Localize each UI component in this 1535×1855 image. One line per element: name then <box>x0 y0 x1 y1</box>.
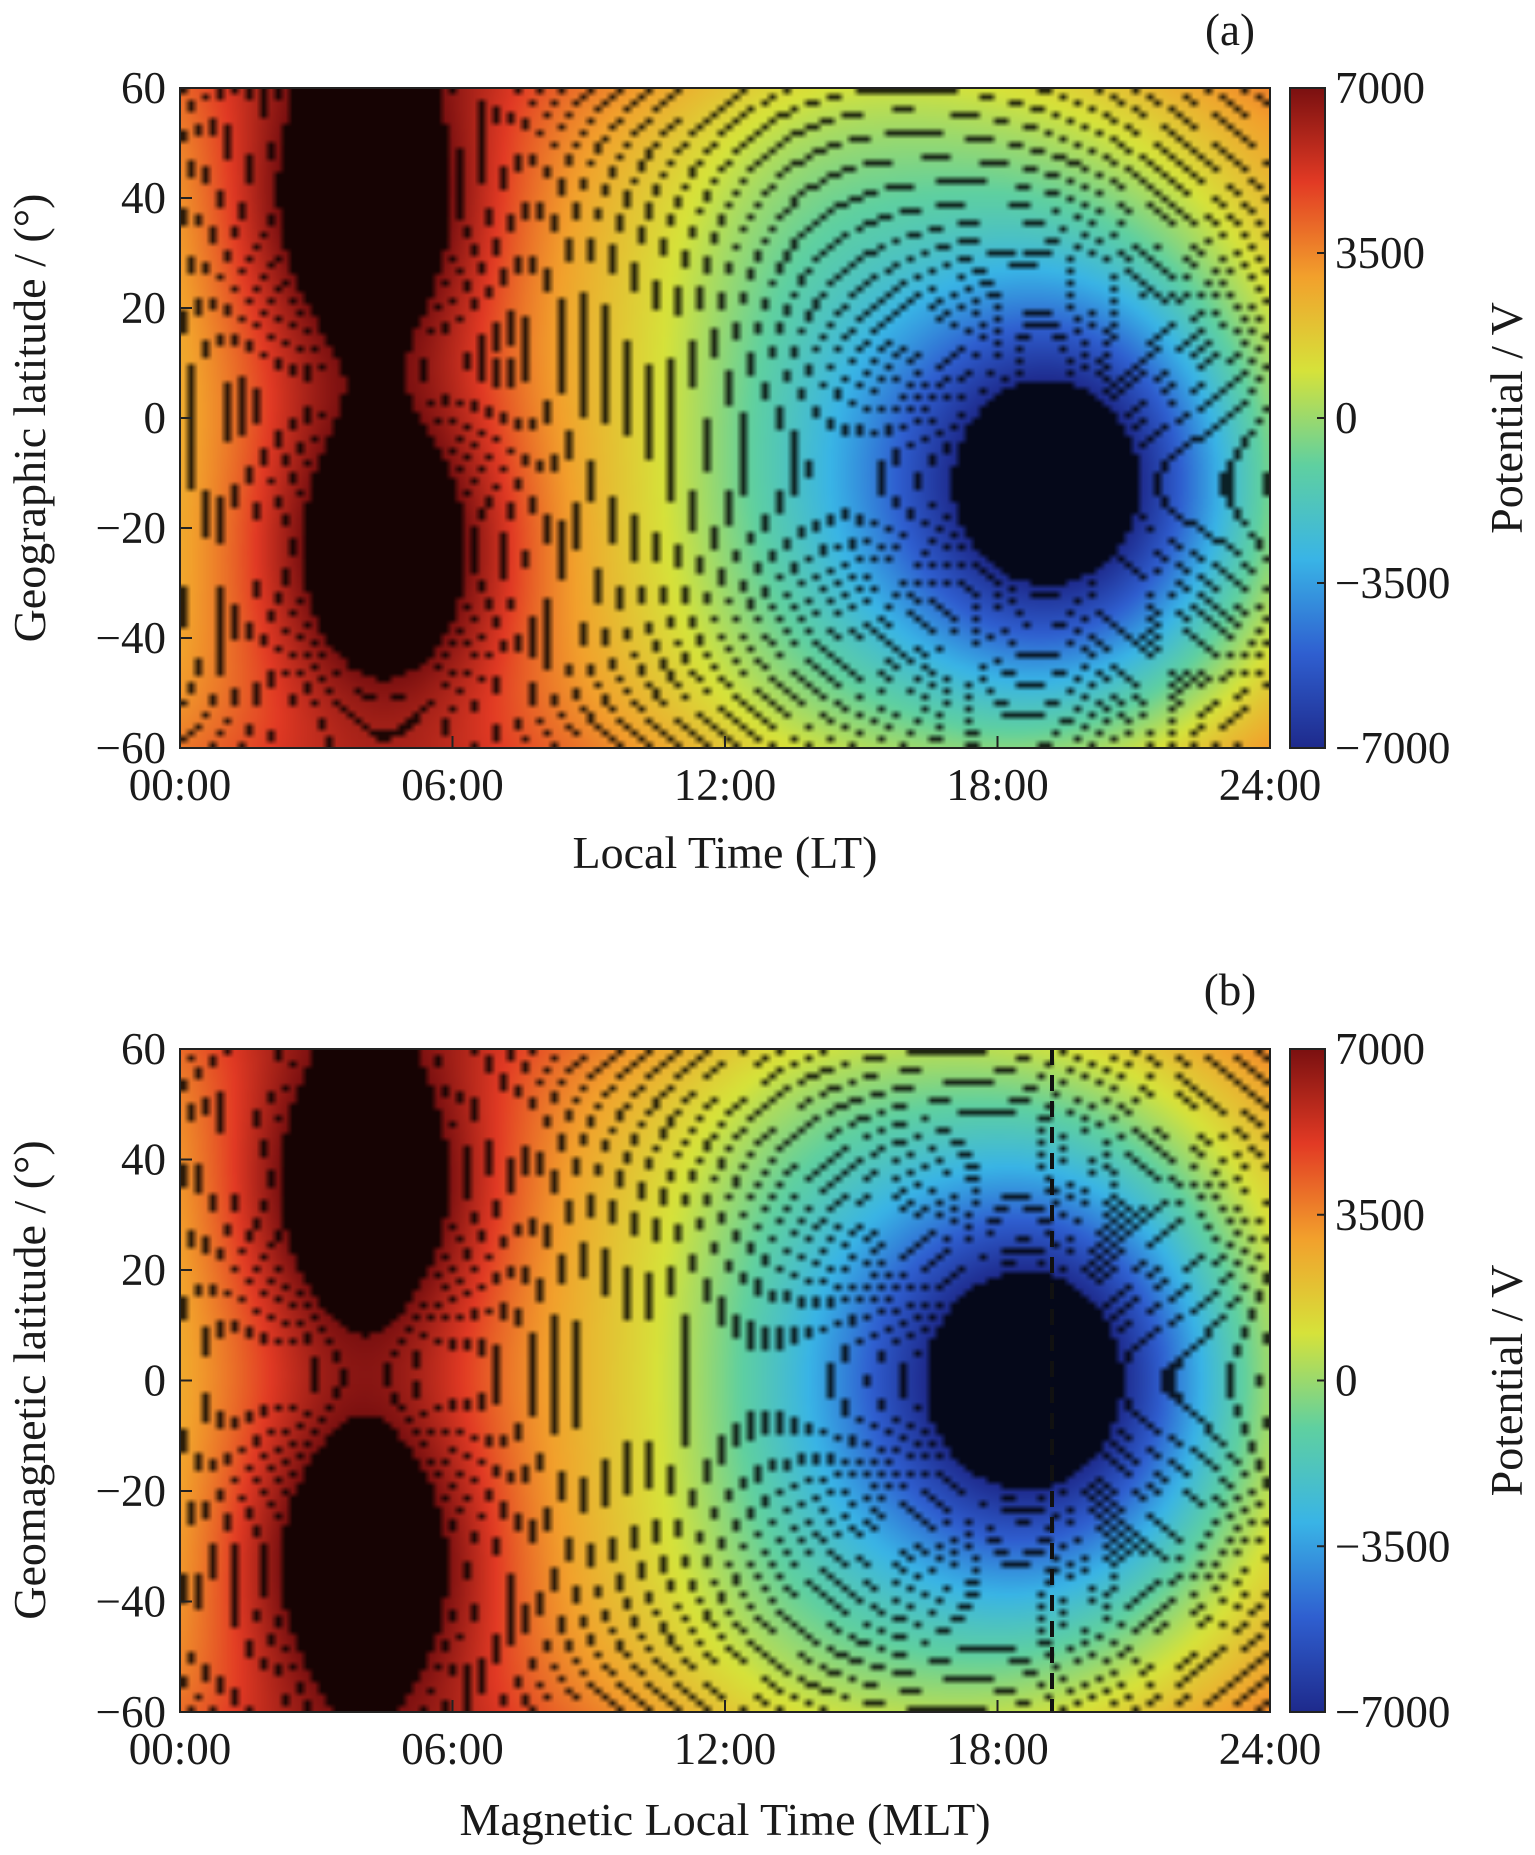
potential-map <box>180 88 1270 748</box>
panel-label: (b) <box>1204 965 1256 1015</box>
colorbar-tick-label: 3500 <box>1335 1190 1425 1240</box>
x-tick-label: 24:00 <box>1219 760 1322 810</box>
colorbar-tick-label: 7000 <box>1335 1024 1425 1074</box>
colorbar-tick-label: −3500 <box>1335 558 1450 608</box>
y-tick-label: 0 <box>144 1356 167 1406</box>
y-tick-label: −60 <box>96 723 166 773</box>
y-tick-label: 0 <box>144 393 167 443</box>
potential-map <box>180 1049 1270 1712</box>
y-tick-label: −40 <box>96 1577 166 1627</box>
x-axis-label: Magnetic Local Time (MLT) <box>459 1794 990 1845</box>
y-tick-label: −40 <box>96 613 166 663</box>
y-axis-label: Geomagnetic latitude / (°) <box>4 1140 55 1620</box>
x-tick-label: 12:00 <box>674 1724 777 1774</box>
colorbar-label: Potential / V <box>1481 1265 1532 1497</box>
y-tick-label: 60 <box>121 1024 166 1074</box>
x-tick-label: 00:00 <box>129 760 232 810</box>
x-tick-label: 00:00 <box>129 1724 232 1774</box>
y-tick-label: 20 <box>121 283 166 333</box>
x-tick-label: 06:00 <box>401 1724 504 1774</box>
colorbar-tick-label: −3500 <box>1335 1521 1450 1571</box>
colorbar-tick-label: 0 <box>1335 1356 1358 1406</box>
x-tick-label: 18:00 <box>946 760 1049 810</box>
colorbar-tick-label: 0 <box>1335 393 1358 443</box>
y-tick-label: −20 <box>96 1466 166 1516</box>
y-axis-label: Geographic latitude / (°) <box>4 194 55 643</box>
x-axis-label: Local Time (LT) <box>573 827 878 878</box>
y-tick-label: 60 <box>121 63 166 113</box>
panel-label: (a) <box>1205 5 1255 55</box>
panel-a: 00:00 06:00 12:00 18:00 24:00 60 40 20 0 −20 −40 −6… <box>4 5 1532 878</box>
y-tick-label: 40 <box>121 1135 166 1185</box>
y-tick-label: −60 <box>96 1687 166 1737</box>
y-tick-label: 20 <box>121 1245 166 1295</box>
colorbar-tick-label: −7000 <box>1335 1687 1450 1737</box>
colorbar-tick-label: −7000 <box>1335 723 1450 773</box>
colorbar-label: Potential / V <box>1481 302 1532 534</box>
x-tick-label: 12:00 <box>674 760 777 810</box>
panel-b: 00:00 06:00 12:00 18:00 24:00 60 40 20 0 −20 −40 −6… <box>4 965 1532 1845</box>
x-tick-label: 24:00 <box>1219 1724 1322 1774</box>
y-tick-label: −20 <box>96 503 166 553</box>
y-tick-label: 40 <box>121 173 166 223</box>
colorbar-tick-label: 3500 <box>1335 228 1425 278</box>
x-tick-label: 06:00 <box>401 760 504 810</box>
x-tick-label: 18:00 <box>946 1724 1049 1774</box>
colorbar-tick-label: 7000 <box>1335 63 1425 113</box>
